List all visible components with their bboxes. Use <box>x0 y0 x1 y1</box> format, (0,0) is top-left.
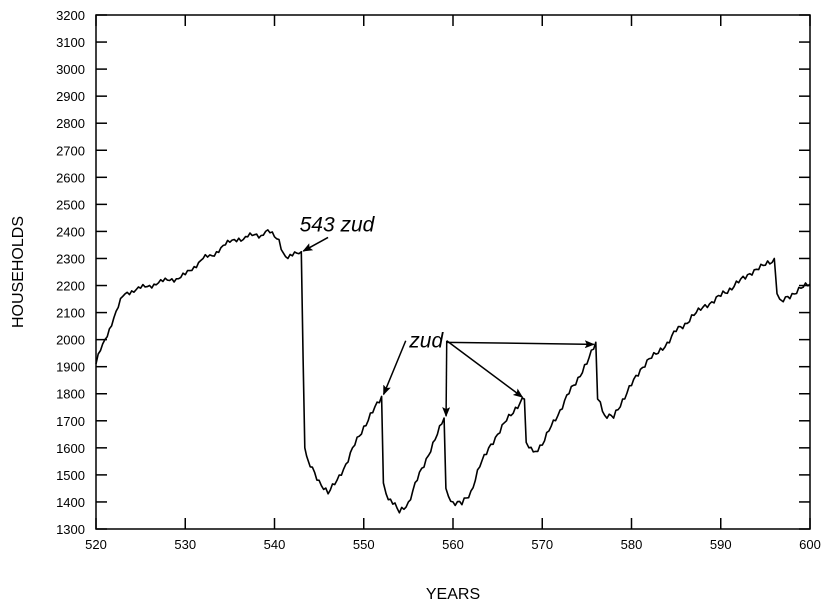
annotation-arrow <box>442 340 451 418</box>
y-tick-label: 1800 <box>56 387 85 402</box>
y-tick-label: 3000 <box>56 62 85 77</box>
x-tick-label: 540 <box>264 537 286 552</box>
x-tick-label: 530 <box>174 537 196 552</box>
y-tick-label: 1700 <box>56 414 85 429</box>
y-tick-label: 2200 <box>56 279 85 294</box>
axis-ticks <box>95 14 811 530</box>
x-tick-label: 590 <box>710 537 732 552</box>
annotation-label: 543 zud <box>300 213 376 236</box>
tick-labels: 520 530 540 550 560 570 580 590 600 1300 1400 1500 1… <box>56 8 821 552</box>
annotation-arrow <box>382 340 407 396</box>
x-tick-label: 550 <box>353 537 375 552</box>
x-tick-label: 580 <box>621 537 643 552</box>
households-series-line <box>95 229 811 514</box>
x-tick-label: 600 <box>799 537 821 552</box>
plot-frame <box>95 14 811 530</box>
y-tick-label: 2400 <box>56 224 85 239</box>
y-tick-label: 2000 <box>56 333 85 348</box>
x-tick-label: 560 <box>442 537 464 552</box>
y-tick-label: 2100 <box>56 306 85 321</box>
y-tick-label: 2800 <box>56 116 85 131</box>
y-axis-title: HOUSEHOLDS <box>10 216 27 328</box>
annotation-arrow <box>446 340 595 349</box>
annotation-label: zud <box>408 330 444 353</box>
y-tick-label: 1900 <box>56 360 85 375</box>
x-axis-title: YEARS <box>426 586 480 603</box>
y-tick-label: 1500 <box>56 468 85 483</box>
y-tick-label: 1400 <box>56 495 85 510</box>
annotations: 543 zud zud <box>300 213 595 418</box>
y-tick-label: 2600 <box>56 170 85 185</box>
y-tick-label: 2700 <box>56 143 85 158</box>
x-tick-label: 520 <box>85 537 107 552</box>
annotation-arrow <box>302 236 329 252</box>
y-tick-label: 1300 <box>56 522 85 537</box>
y-tick-label: 1600 <box>56 441 85 456</box>
y-tick-label: 2500 <box>56 197 85 212</box>
x-tick-label: 570 <box>531 537 553 552</box>
y-tick-label: 3100 <box>56 35 85 50</box>
annotation-arrow <box>446 340 524 398</box>
y-tick-label: 2300 <box>56 251 85 266</box>
y-tick-label: 3200 <box>56 8 85 23</box>
y-tick-label: 2900 <box>56 89 85 104</box>
